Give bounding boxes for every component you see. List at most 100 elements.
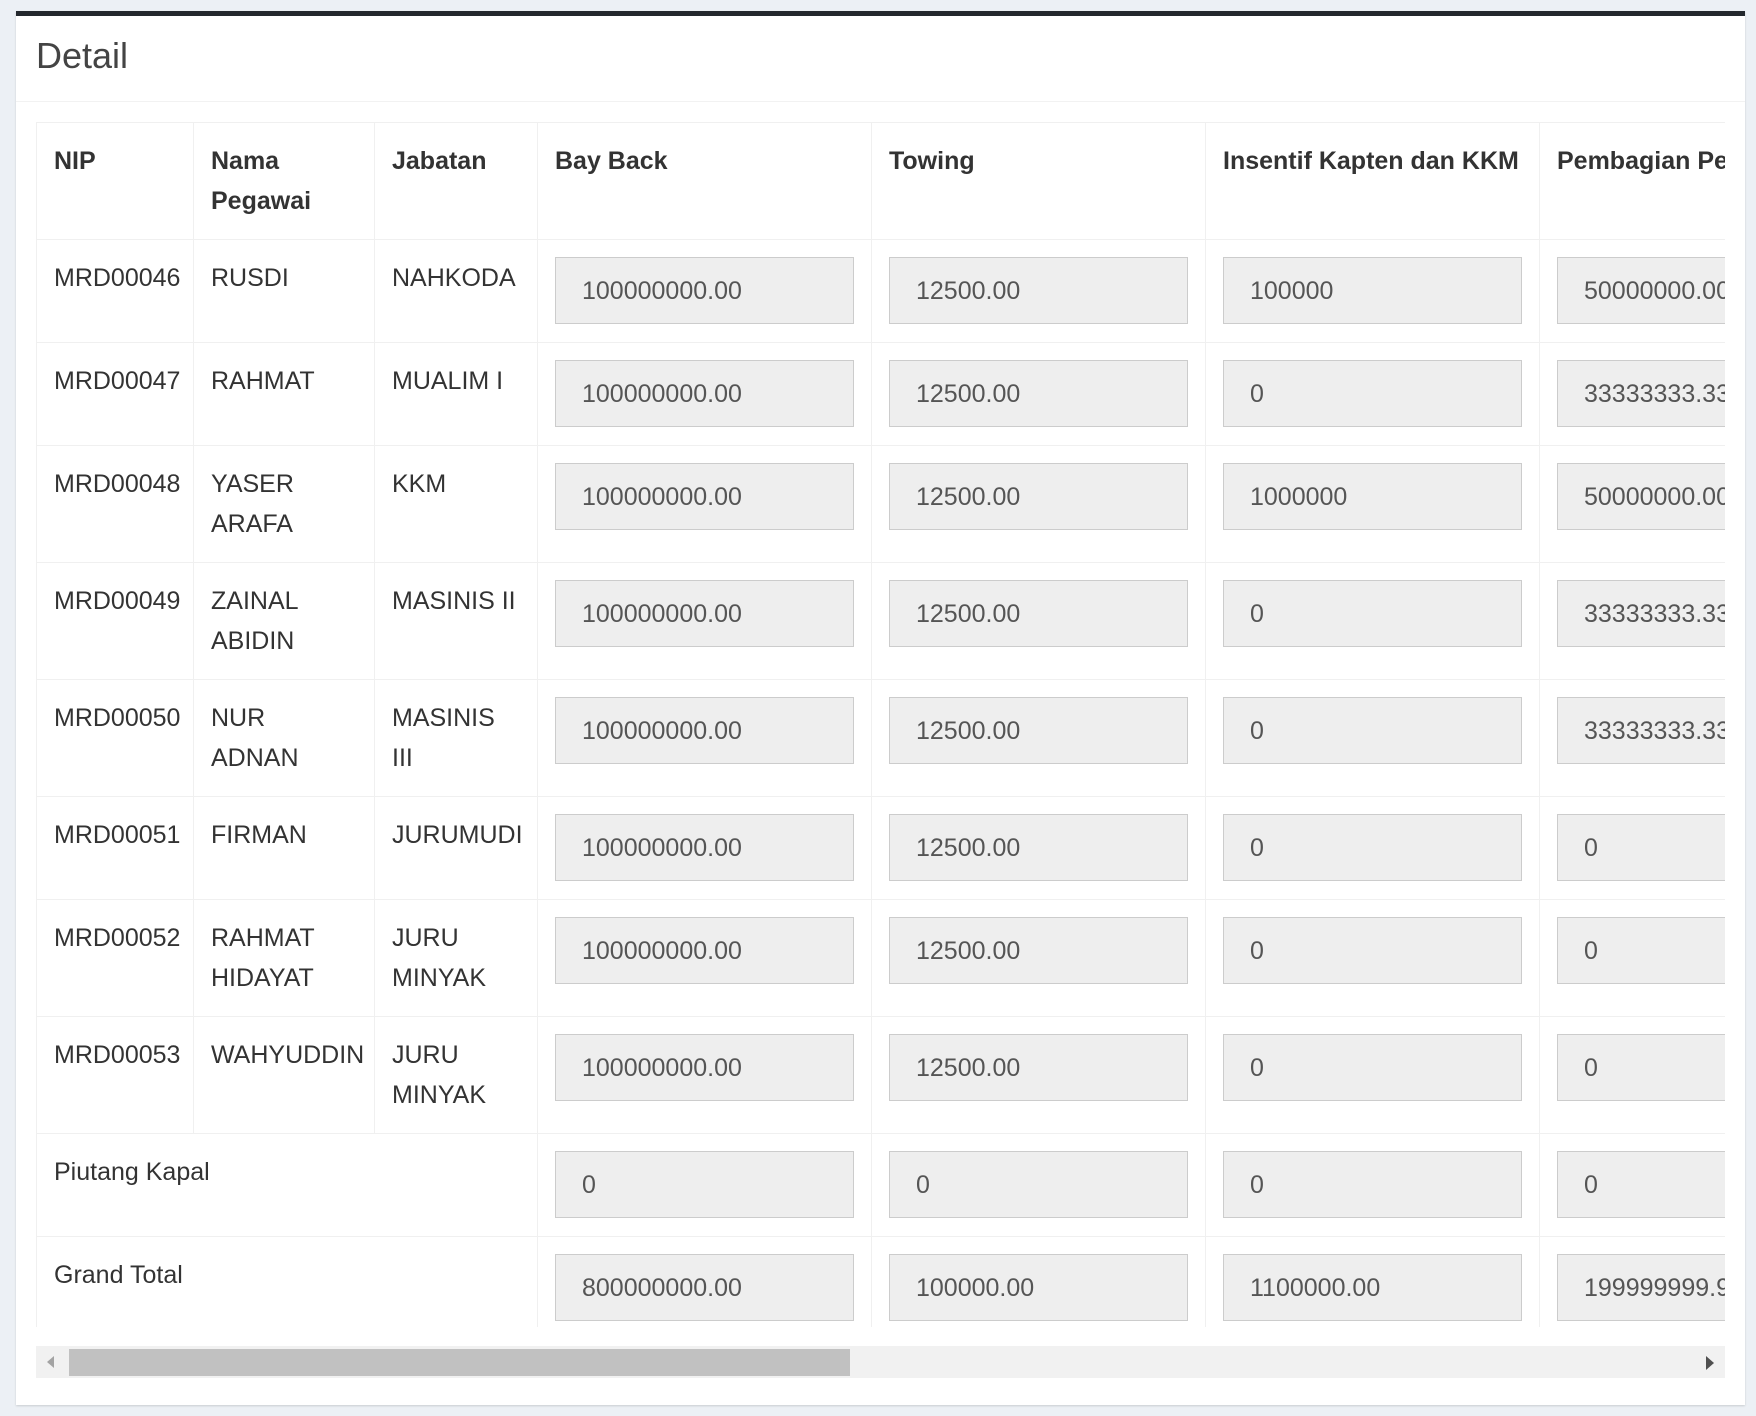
table-row: MRD00053 WAHYUDDIN JURU MINYAK 100000000.00… <box>36 1016 1725 1134</box>
input-cell: 100000000.00 <box>537 796 872 900</box>
readonly-input: 0 <box>1557 814 1725 881</box>
input-cell: 0 <box>1205 342 1540 446</box>
readonly-input: 100000000.00 <box>555 580 854 647</box>
cell: MASINIS II <box>374 562 538 680</box>
readonly-input: 12500.00 <box>889 257 1188 324</box>
input-cell: 1000000 <box>1205 445 1540 563</box>
input-cell: 50000000.00 <box>1539 445 1725 563</box>
cell: JURU MINYAK <box>374 899 538 1017</box>
readonly-input: 0 <box>1223 1151 1522 1218</box>
readonly-input: 50000000.00 <box>1557 463 1725 530</box>
readonly-input: 100000000.00 <box>555 1034 854 1101</box>
input-cell: 12500.00 <box>871 796 1206 900</box>
input-cell: 100000000.00 <box>537 562 872 680</box>
readonly-input: 100000.00 <box>889 1254 1188 1321</box>
readonly-input: 12500.00 <box>889 814 1188 881</box>
table-row: MRD00049 ZAINAL ABIDIN MASINIS II 100000000… <box>36 562 1725 680</box>
input-cell: 12500.00 <box>871 445 1206 563</box>
cell: MRD00047 <box>36 342 194 446</box>
cell: WAHYUDDIN <box>193 1016 375 1134</box>
table-row: MRD00047 RAHMAT MUALIM I 100000000.00 12500.… <box>36 342 1725 446</box>
input-cell: 0 <box>1205 796 1540 900</box>
readonly-input: 800000000.00 <box>555 1254 854 1321</box>
cell: JURUMUDI <box>374 796 538 900</box>
readonly-input: 199999999.9 <box>1557 1254 1725 1321</box>
readonly-input: 12500.00 <box>889 1034 1188 1101</box>
cell: MRD00053 <box>36 1016 194 1134</box>
input-cell: 0 <box>537 1133 872 1237</box>
readonly-input: 100000000.00 <box>555 360 854 427</box>
cell: KKM <box>374 445 538 563</box>
cell: MRD00046 <box>36 239 194 343</box>
cell: NUR ADNAN <box>193 679 375 797</box>
cell: MASINIS III <box>374 679 538 797</box>
input-cell: 0 <box>1539 1133 1725 1237</box>
footer-label: Grand Total <box>36 1236 538 1327</box>
cell: ZAINAL ABIDIN <box>193 562 375 680</box>
table-row: MRD00048 YASER ARAFA KKM 100000000.00 12500.… <box>36 445 1725 563</box>
scroll-right-arrow[interactable] <box>1706 1356 1714 1370</box>
readonly-input: 0 <box>1223 917 1522 984</box>
input-cell: 0 <box>1205 899 1540 1017</box>
input-cell: 1100000.00 <box>1205 1236 1540 1327</box>
cell: JURU MINYAK <box>374 1016 538 1134</box>
header-row: NIP Nama Pegawai Jabatan Bay Back Towing Inse… <box>36 122 1725 240</box>
card-title: Detail <box>16 16 1745 102</box>
readonly-input: 0 <box>1557 1151 1725 1218</box>
table-row: MRD00051 FIRMAN JURUMUDI 100000000.00 12500.… <box>36 796 1725 900</box>
input-cell: 50000000.00 <box>1539 239 1725 343</box>
input-cell: 33333333.33 <box>1539 679 1725 797</box>
input-cell: 800000000.00 <box>537 1236 872 1327</box>
table-row: MRD00052 RAHMAT HIDAYAT JURU MINYAK 1000000… <box>36 899 1725 1017</box>
input-cell: 0 <box>1205 1133 1540 1237</box>
column-header: NIP <box>36 122 194 240</box>
horizontal-scrollbar[interactable] <box>36 1346 1725 1378</box>
input-cell: 12500.00 <box>871 679 1206 797</box>
column-header: Insentif Kapten dan KKM <box>1205 122 1540 240</box>
cell: FIRMAN <box>193 796 375 900</box>
detail-table: NIP Nama Pegawai Jabatan Bay Back Towing Inse… <box>36 122 1725 1327</box>
cell: RUSDI <box>193 239 375 343</box>
cell: MRD00048 <box>36 445 194 563</box>
input-cell: 33333333.33 <box>1539 562 1725 680</box>
cell: RAHMAT <box>193 342 375 446</box>
input-cell: 12500.00 <box>871 1016 1206 1134</box>
table-wrapper: NIP Nama Pegawai Jabatan Bay Back Towing Inse… <box>36 122 1725 1327</box>
scroll-thumb[interactable] <box>69 1349 850 1376</box>
readonly-input: 12500.00 <box>889 917 1188 984</box>
input-cell: 12500.00 <box>871 562 1206 680</box>
readonly-input: 100000000.00 <box>555 814 854 881</box>
column-header: Pembagian Pe <box>1539 122 1725 240</box>
readonly-input: 33333333.33 <box>1557 697 1725 764</box>
readonly-input: 100000000.00 <box>555 257 854 324</box>
scroll-left-arrow[interactable] <box>47 1356 54 1368</box>
readonly-input: 100000000.00 <box>555 697 854 764</box>
column-header: Bay Back <box>537 122 872 240</box>
readonly-input: 12500.00 <box>889 697 1188 764</box>
readonly-input: 0 <box>1557 917 1725 984</box>
cell: YASER ARAFA <box>193 445 375 563</box>
column-header: Towing <box>871 122 1206 240</box>
input-cell: 100000000.00 <box>537 239 872 343</box>
readonly-input: 0 <box>1223 1034 1522 1101</box>
readonly-input: 100000000.00 <box>555 463 854 530</box>
input-cell: 0 <box>1539 1016 1725 1134</box>
input-cell: 33333333.33 <box>1539 342 1725 446</box>
cell: MRD00052 <box>36 899 194 1017</box>
input-cell: 199999999.9 <box>1539 1236 1725 1327</box>
readonly-input: 0 <box>1223 697 1522 764</box>
cell: MUALIM I <box>374 342 538 446</box>
footer-row: Piutang Kapal 0 0 0 0 <box>36 1133 1725 1237</box>
input-cell: 0 <box>1539 899 1725 1017</box>
input-cell: 0 <box>1539 796 1725 900</box>
readonly-input: 0 <box>889 1151 1188 1218</box>
column-header: Nama Pegawai <box>193 122 375 240</box>
cell: RAHMAT HIDAYAT <box>193 899 375 1017</box>
table-body: MRD00046 RUSDI NAHKODA 100000000.00 12500.00… <box>36 239 1725 1327</box>
input-cell: 100000 <box>1205 239 1540 343</box>
input-cell: 12500.00 <box>871 899 1206 1017</box>
input-cell: 100000000.00 <box>537 679 872 797</box>
table-row: MRD00046 RUSDI NAHKODA 100000000.00 12500.00… <box>36 239 1725 343</box>
readonly-input: 12500.00 <box>889 360 1188 427</box>
